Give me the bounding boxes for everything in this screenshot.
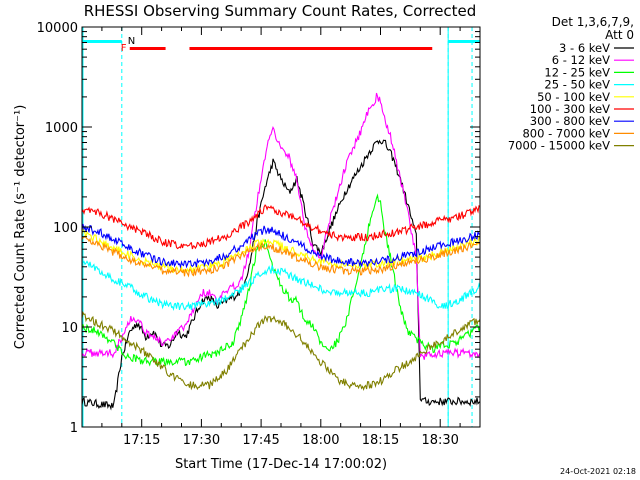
x-tick-label: 18:30 [421, 433, 458, 448]
legend-entry-label: 3 - 6 keV [559, 41, 610, 55]
y-tick-label: 100 [53, 221, 78, 236]
x-axis: 17:15 17:30 17:45 18:00 18:15 18:30 [101, 27, 481, 448]
x-tick-label: 17:15 [123, 433, 160, 448]
x-tick-label: 17:45 [242, 433, 279, 448]
plot-frame [81, 26, 481, 428]
x-axis-label: Start Time (17-Dec-14 17:00:02) [175, 457, 387, 472]
x-tick-label: 18:00 [302, 433, 339, 448]
legend-header-line-2: Att 0 [605, 28, 634, 42]
x-tick-label: 17:30 [183, 433, 220, 448]
legend-entry-label: 12 - 25 keV [544, 65, 610, 79]
legend-entry-label: 100 - 300 keV [530, 102, 610, 116]
y-tick-label: 1 [70, 421, 78, 436]
legend-entry-label: 6 - 12 keV [552, 53, 610, 67]
flare-flag-bar [129, 47, 166, 50]
flag-bars: NF [82, 27, 480, 427]
series-line [81, 260, 481, 311]
night-flag-label: N [128, 36, 135, 47]
y-tick-label: 10000 [37, 21, 78, 36]
night-flag-bar [448, 40, 480, 43]
series-line [81, 223, 480, 269]
series-line [81, 204, 481, 250]
legend-header-line-1: Det 1,3,6,7,9, [552, 15, 634, 29]
y-axis: 1 10 100 1000 10000 [37, 21, 480, 436]
chart-title: RHESSI Observing Summary Count Rates, Co… [84, 2, 477, 20]
y-axis-label: Corrected Count Rate (s⁻¹ detector⁻¹) [13, 105, 28, 350]
series-line [81, 92, 481, 360]
series-line [81, 235, 481, 278]
series-line [81, 139, 481, 411]
legend-entry-label: 7000 - 15000 keV [508, 139, 610, 153]
night-flag-bar [82, 40, 122, 43]
y-tick-label: 10 [61, 321, 78, 336]
legend-entry-label: 50 - 100 keV [537, 90, 610, 104]
legend-entry-label: 300 - 800 keV [530, 114, 610, 128]
legend-entry-label: 25 - 50 keV [544, 78, 610, 92]
flare-flag-bar [189, 47, 433, 50]
legend-entry-label: 800 - 7000 keV [522, 126, 610, 140]
series-line [81, 193, 481, 367]
x-tick-label: 18:15 [362, 433, 399, 448]
flare-flag-label: F [121, 43, 127, 54]
series-lines [81, 92, 481, 411]
series-line [81, 310, 481, 392]
y-tick-label: 1000 [45, 121, 78, 136]
footer-date: 24-Oct-2021 02:18 [560, 467, 636, 476]
